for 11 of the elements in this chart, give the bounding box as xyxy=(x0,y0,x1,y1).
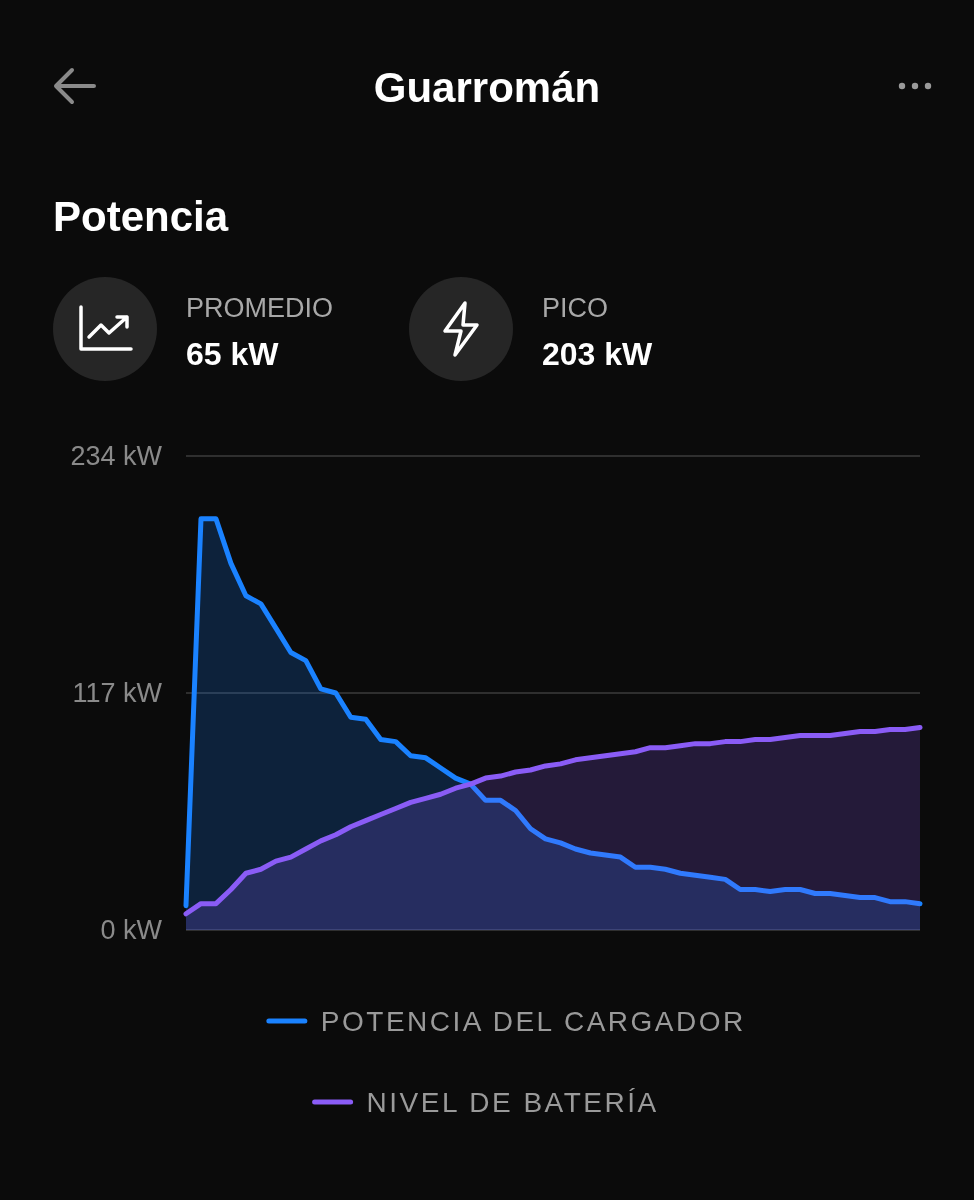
y-tick-label: 117 kW xyxy=(72,678,163,709)
y-tick-label: 0 kW xyxy=(100,915,163,946)
text: PROMEDIO xyxy=(186,293,334,323)
text: 203 kW xyxy=(542,336,654,372)
legend-label: POTENCIA DEL CARGADOR xyxy=(320,1006,746,1038)
y-tick-label: 234 kW xyxy=(70,441,163,472)
legend-label: NIVEL DE BATERÍA xyxy=(366,1087,659,1119)
chart-title: Guarromán xyxy=(373,64,601,111)
text: PICO xyxy=(542,293,609,323)
text: 65 kW xyxy=(186,336,280,372)
chart-subtitle: Potencia xyxy=(53,193,229,240)
